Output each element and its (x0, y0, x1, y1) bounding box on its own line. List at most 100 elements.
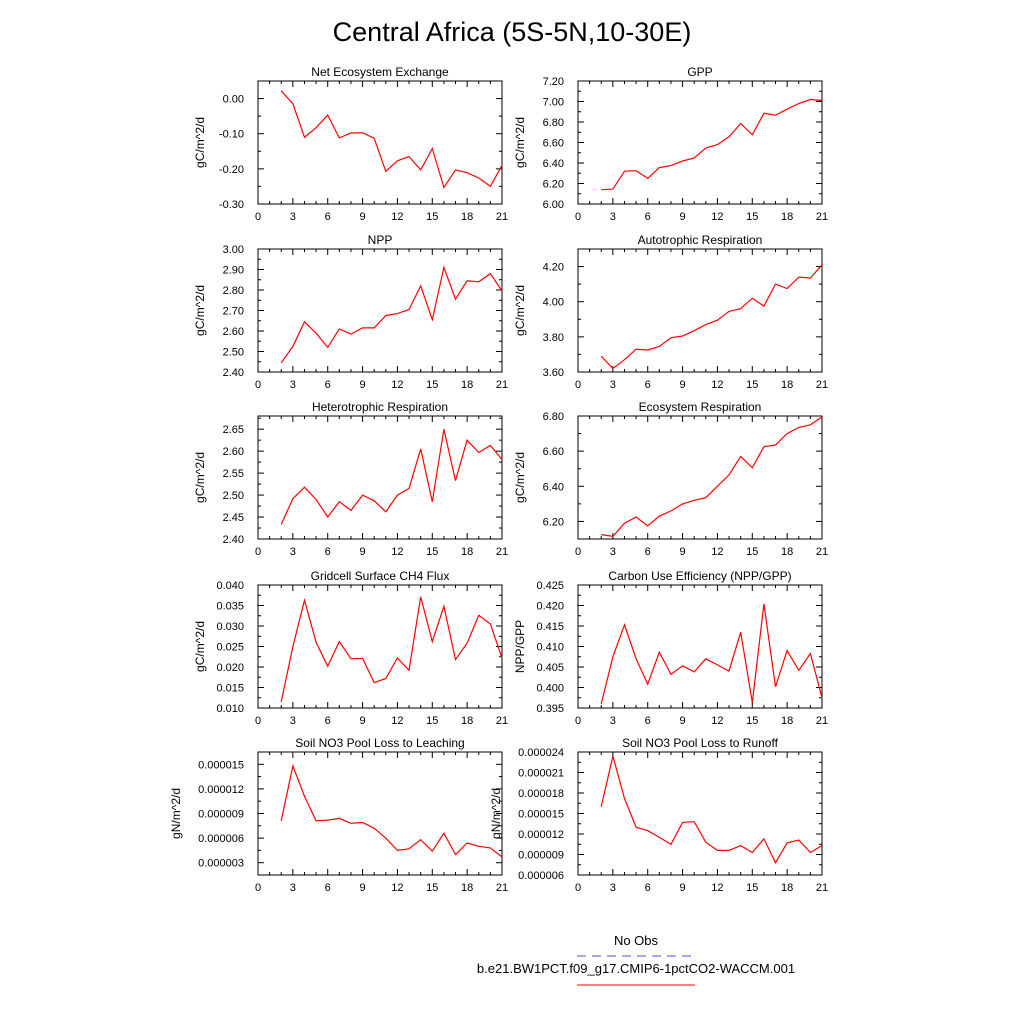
y-tick-label: 2.40 (223, 534, 244, 546)
x-tick-label: 21 (816, 546, 828, 558)
x-tick-label: 9 (680, 379, 686, 391)
y-tick-label: 0.405 (536, 662, 564, 674)
y-tick-label: 3.80 (543, 332, 564, 344)
x-tick-label: 9 (360, 379, 366, 391)
y-axis-label: gN/m^2/d (489, 788, 503, 839)
y-tick-label: 2.70 (223, 306, 244, 318)
x-tick-label: 15 (426, 546, 438, 558)
series-line (280, 429, 503, 525)
y-tick-label: 4.00 (543, 297, 564, 309)
x-tick-label: 3 (610, 546, 616, 558)
y-tick-label: 0.00 (223, 94, 244, 106)
x-tick-label: 6 (325, 211, 331, 223)
y-tick-label: 0.030 (216, 621, 244, 633)
y-axis-label: gC/m^2/d (193, 621, 207, 672)
y-tick-label: 0.000024 (518, 747, 564, 759)
x-tick-label: 0 (575, 715, 581, 727)
x-tick-label: 3 (610, 379, 616, 391)
y-axis-label: NPP/GPP (513, 620, 527, 673)
y-tick-label: 0.000009 (518, 850, 564, 862)
x-tick-label: 3 (290, 546, 296, 558)
y-tick-label: 2.55 (223, 468, 244, 480)
y-tick-label: -0.20 (219, 164, 244, 176)
y-tick-label: 2.60 (223, 326, 244, 338)
panel-title: GPP (687, 65, 712, 79)
y-tick-label: 6.40 (543, 481, 564, 493)
x-tick-label: 18 (781, 211, 793, 223)
plot-frame (257, 80, 503, 205)
y-tick-label: 0.025 (216, 642, 244, 654)
panel-title: Soil NO3 Pool Loss to Leaching (295, 736, 464, 750)
x-tick-label: 6 (325, 379, 331, 391)
panel-7: Gridcell Surface CH4 Flux 0 3 6 9 12 15 18 21 0.0… (193, 569, 508, 727)
y-axis-label: gC/m^2/d (193, 117, 207, 168)
series-line (280, 265, 503, 364)
y-tick-label: 0.420 (536, 601, 564, 613)
x-tick-label: 21 (496, 211, 508, 223)
y-tick-label: 0.000012 (518, 829, 564, 841)
panel-4: Autotrophic Respiration 0 3 6 9 12 15 18 21 3.60 3… (513, 233, 828, 391)
y-tick-label: 0.040 (216, 580, 244, 592)
x-tick-label: 12 (711, 715, 723, 727)
x-tick-label: 21 (496, 379, 508, 391)
y-tick-label: 0.415 (536, 621, 564, 633)
y-tick-label: 0.010 (216, 703, 244, 715)
x-tick-label: 15 (746, 379, 758, 391)
x-tick-label: 15 (746, 715, 758, 727)
panel-2: GPP 0 3 6 9 12 15 18 21 6.00 6.20 6.40 6.60 6.80 7.00 7… (513, 65, 828, 223)
y-tick-label: 7.20 (543, 76, 564, 88)
panel-8: Carbon Use Efficiency (NPP/GPP) 0 3 6 9 12 15 1… (513, 569, 828, 727)
x-tick-label: 18 (461, 715, 473, 727)
x-tick-label: 18 (781, 546, 793, 558)
y-tick-label: 6.80 (543, 411, 564, 423)
x-tick-label: 12 (711, 379, 723, 391)
y-tick-label: 0.000018 (518, 788, 564, 800)
y-tick-label: 0.400 (536, 683, 564, 695)
x-tick-label: 12 (711, 211, 723, 223)
x-tick-label: 12 (391, 211, 403, 223)
x-tick-label: 15 (746, 211, 758, 223)
x-tick-label: 3 (610, 715, 616, 727)
panel-title: Autotrophic Respiration (638, 233, 763, 247)
panel-9: Soil NO3 Pool Loss to Leaching 0 3 6 9 12 15 18… (169, 736, 508, 894)
series-line (280, 763, 503, 858)
x-tick-label: 21 (496, 715, 508, 727)
x-tick-label: 12 (391, 379, 403, 391)
plot-frame (577, 415, 823, 540)
x-tick-label: 0 (575, 546, 581, 558)
x-tick-label: 21 (496, 546, 508, 558)
x-tick-label: 12 (391, 882, 403, 894)
y-tick-label: 6.20 (543, 516, 564, 528)
y-tick-label: 0.000006 (518, 870, 564, 882)
x-tick-label: 21 (496, 882, 508, 894)
panel-title: Heterotrophic Respiration (312, 400, 448, 414)
plot-frame (257, 248, 503, 373)
x-tick-label: 9 (680, 211, 686, 223)
x-tick-label: 9 (360, 211, 366, 223)
panel-title: Carbon Use Efficiency (NPP/GPP) (608, 569, 791, 583)
x-tick-label: 18 (461, 882, 473, 894)
y-tick-label: -0.30 (219, 199, 244, 211)
x-tick-label: 0 (255, 882, 261, 894)
panel-1: Net Ecosystem Exchange 0 3 6 9 12 15 18 21 -0.30 -… (193, 65, 508, 223)
x-tick-label: 12 (711, 546, 723, 558)
x-tick-label: 12 (711, 882, 723, 894)
x-tick-label: 3 (610, 211, 616, 223)
y-tick-label: 0.000006 (198, 833, 244, 845)
y-tick-label: 0.015 (216, 683, 244, 695)
x-tick-label: 0 (575, 379, 581, 391)
plot-frame (577, 751, 823, 876)
x-tick-label: 9 (680, 882, 686, 894)
series-line (600, 603, 823, 705)
y-tick-label: 2.80 (223, 285, 244, 297)
x-tick-label: 6 (325, 715, 331, 727)
y-tick-label: 0.000012 (198, 784, 244, 796)
series-line (600, 755, 823, 864)
y-tick-label: 2.60 (223, 446, 244, 458)
y-axis-label: gC/m^2/d (513, 452, 527, 503)
x-tick-label: 6 (645, 715, 651, 727)
y-axis-label: gN/m^2/d (169, 788, 183, 839)
x-tick-label: 0 (575, 211, 581, 223)
series-line (601, 98, 823, 191)
